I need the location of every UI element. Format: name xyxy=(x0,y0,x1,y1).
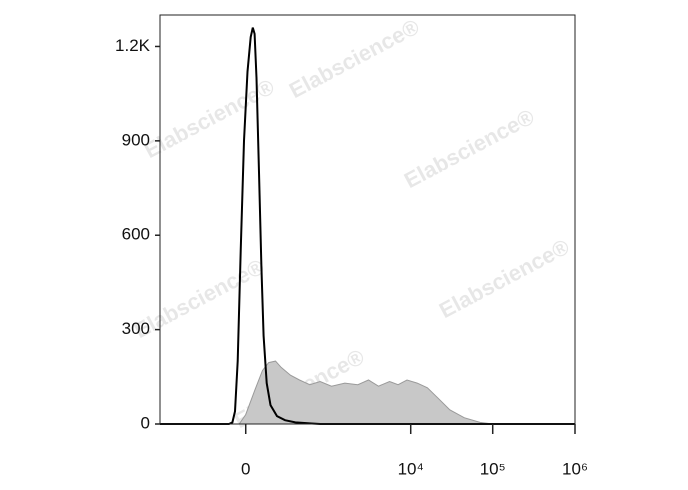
x-tick-label: 10⁵ xyxy=(480,459,506,478)
x-tick-label: 10⁴ xyxy=(398,459,424,478)
histogram-area xyxy=(160,360,575,425)
watermark: Elabscience® xyxy=(130,254,268,343)
histogram-line xyxy=(160,27,575,425)
y-tick-label: 0 xyxy=(141,413,150,432)
y-tick-label: 900 xyxy=(122,130,150,149)
y-tick-label: 1.2K xyxy=(115,36,151,55)
watermark: Elabscience® xyxy=(435,234,573,323)
y-tick-label: 300 xyxy=(122,319,150,338)
y-tick-label: 600 xyxy=(122,225,150,244)
x-tick-label: 0 xyxy=(241,459,250,478)
x-tick-label: 10⁶ xyxy=(562,459,588,478)
watermark: Elabscience® xyxy=(400,104,538,193)
watermark: Elabscience® xyxy=(285,14,423,103)
plot-frame xyxy=(159,14,576,425)
